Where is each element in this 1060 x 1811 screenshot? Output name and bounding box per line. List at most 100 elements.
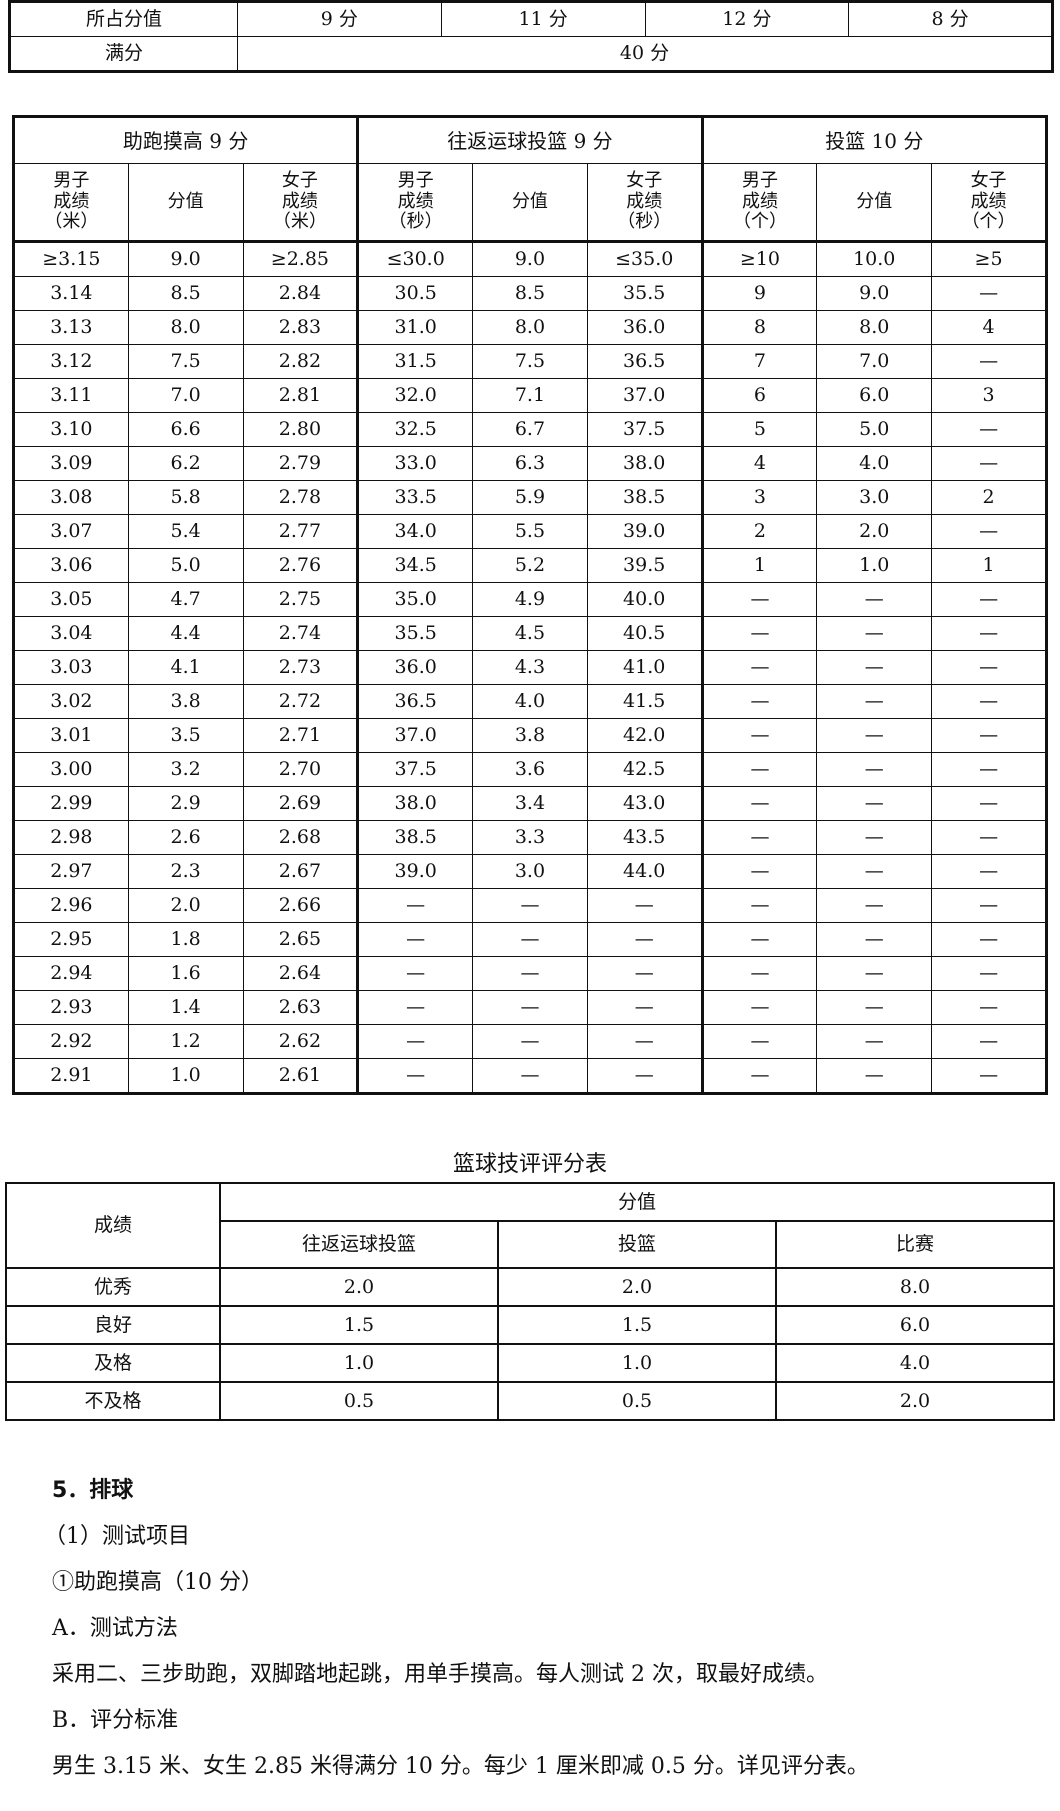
cell: 41.5 bbox=[586, 684, 704, 719]
cell: 4.0 bbox=[775, 1343, 1055, 1383]
cell: 4.0 bbox=[816, 446, 933, 481]
cell: — bbox=[472, 922, 588, 957]
cell: — bbox=[816, 1058, 933, 1094]
cell: 7.0 bbox=[816, 344, 933, 379]
cell: 9 bbox=[701, 276, 818, 311]
group-header: 投篮 10 分 bbox=[701, 116, 1048, 164]
cell: 3.5 bbox=[127, 718, 244, 753]
cell: 2.94 bbox=[13, 956, 129, 991]
cell: 42.5 bbox=[586, 752, 704, 787]
cell: 40 分 bbox=[237, 36, 1053, 72]
table-row: 2.99 2.9 2.69 38.0 3.4 43.0— — — bbox=[13, 786, 1047, 821]
cell: 2.95 bbox=[13, 922, 129, 957]
header-row: 往返运球投篮 投篮 比赛 bbox=[6, 1220, 1055, 1269]
cell: — bbox=[816, 1024, 933, 1059]
table-row: 优秀 2.0 2.0 8.0 bbox=[5, 1267, 1055, 1307]
cell: 8 bbox=[701, 310, 818, 345]
cell: — bbox=[472, 1024, 588, 1059]
cell: ≥10 bbox=[701, 240, 818, 277]
cell: — bbox=[931, 956, 1047, 991]
cell: — bbox=[931, 650, 1047, 685]
cell: — bbox=[816, 786, 933, 821]
text-line: ①助跑摸高（10 分） bbox=[52, 1570, 263, 1595]
cell: — bbox=[701, 616, 818, 651]
cell: — bbox=[816, 990, 933, 1025]
column-header: 女子 成绩 （个） bbox=[931, 163, 1047, 242]
cell: 2.66 bbox=[242, 888, 360, 923]
subheader-row: 男子 成绩 （米） 分值 女子 成绩 （米） 男子 成绩 （秒） 分值 女子 成绩 （秒） 男子 成绩 （个）分… bbox=[13, 163, 1047, 242]
table-row: 3.14 8.5 2.84 30.5 8.5 35.5 9 9.0— bbox=[13, 276, 1047, 311]
cell: — bbox=[931, 1058, 1047, 1094]
cell: 10.0 bbox=[816, 240, 933, 277]
cell: 11 分 bbox=[440, 1, 646, 37]
cell: 2.79 bbox=[242, 446, 360, 481]
column-header: 男子 成绩 （米） bbox=[13, 163, 129, 242]
cell: 5.4 bbox=[127, 514, 244, 549]
cell: 38.5 bbox=[357, 820, 474, 855]
cell: — bbox=[931, 786, 1047, 821]
cell: 0.5 bbox=[497, 1381, 777, 1421]
cell: 8 分 bbox=[848, 1, 1053, 37]
cell: 2.83 bbox=[242, 310, 360, 345]
cell: 9.0 bbox=[472, 240, 588, 277]
column-header: 女子 成绩 （米） bbox=[242, 163, 360, 242]
table-row: 3.01 3.5 2.71 37.0 3.8 42.0— — — bbox=[13, 718, 1047, 753]
cell: 3.05 bbox=[13, 582, 129, 617]
cell: — bbox=[931, 616, 1047, 651]
cell: 1.6 bbox=[127, 956, 244, 991]
cell: 3.4 bbox=[472, 786, 588, 821]
cell: — bbox=[931, 752, 1047, 787]
cell: — bbox=[931, 888, 1047, 923]
cell: 2.64 bbox=[242, 956, 360, 991]
cell: 3.10 bbox=[13, 412, 129, 447]
cell: 2 bbox=[701, 514, 818, 549]
cell: 1.0 bbox=[816, 548, 933, 583]
text-line: （1）测试项目 bbox=[44, 1524, 190, 1549]
cell: 3 bbox=[701, 480, 818, 515]
cell: 5.9 bbox=[472, 480, 588, 515]
group-header-row: 助跑摸高 9 分往返运球投篮 9 分投篮 10 分 bbox=[12, 116, 1048, 164]
row-label: 不及格 bbox=[5, 1381, 221, 1421]
table-row: ≥3.15 9.0 ≥2.85 ≤30.0 9.0 ≤35.0 ≥10 10.0 ≥5 bbox=[13, 240, 1047, 277]
cell: — bbox=[931, 684, 1047, 719]
cell: 8.0 bbox=[472, 310, 588, 345]
cell: 3.01 bbox=[13, 718, 129, 753]
cell: 35.0 bbox=[357, 582, 474, 617]
cell: 5 bbox=[701, 412, 818, 447]
cell: 37.5 bbox=[586, 412, 704, 447]
group-header: 助跑摸高 9 分 bbox=[12, 116, 360, 164]
table-title: 篮球技评评分表 bbox=[452, 1152, 607, 1177]
column-header: 投篮 bbox=[497, 1220, 777, 1269]
cell: 2.0 bbox=[775, 1381, 1055, 1421]
cell: — bbox=[816, 650, 933, 685]
cell: 2.75 bbox=[242, 582, 360, 617]
cell: 1 bbox=[701, 548, 818, 583]
cell: 6.0 bbox=[775, 1305, 1055, 1345]
cell: 2.68 bbox=[242, 820, 360, 855]
cell: 6.2 bbox=[127, 446, 244, 481]
cell: 2.0 bbox=[219, 1267, 499, 1307]
cell: 6.7 bbox=[472, 412, 588, 447]
cell: 5.0 bbox=[816, 412, 933, 447]
cell: 2.92 bbox=[13, 1024, 129, 1059]
cell: 37.5 bbox=[357, 752, 474, 787]
cell: 32.5 bbox=[357, 412, 474, 447]
cell: 6.3 bbox=[472, 446, 588, 481]
cell: 4.7 bbox=[127, 582, 244, 617]
cell: 3.8 bbox=[127, 684, 244, 719]
cell: 2.71 bbox=[242, 718, 360, 753]
cell: 43.0 bbox=[586, 786, 704, 821]
cell: ≥5 bbox=[931, 240, 1047, 277]
table-row: 满分 40 分 bbox=[9, 36, 1053, 72]
cell: 9.0 bbox=[127, 240, 244, 277]
cell: 8.5 bbox=[127, 276, 244, 311]
cell: — bbox=[586, 956, 704, 991]
cell: 3.6 bbox=[472, 752, 588, 787]
cell: — bbox=[931, 514, 1047, 549]
table-row: 不及格 0.5 0.5 2.0 bbox=[5, 1381, 1055, 1421]
cell: — bbox=[357, 956, 474, 991]
cell: 1.4 bbox=[127, 990, 244, 1025]
text-line: 男生 3.15 米、女生 2.85 米得满分 10 分。每少 1 厘米即减 0.… bbox=[52, 1754, 869, 1779]
cell: — bbox=[931, 446, 1047, 481]
